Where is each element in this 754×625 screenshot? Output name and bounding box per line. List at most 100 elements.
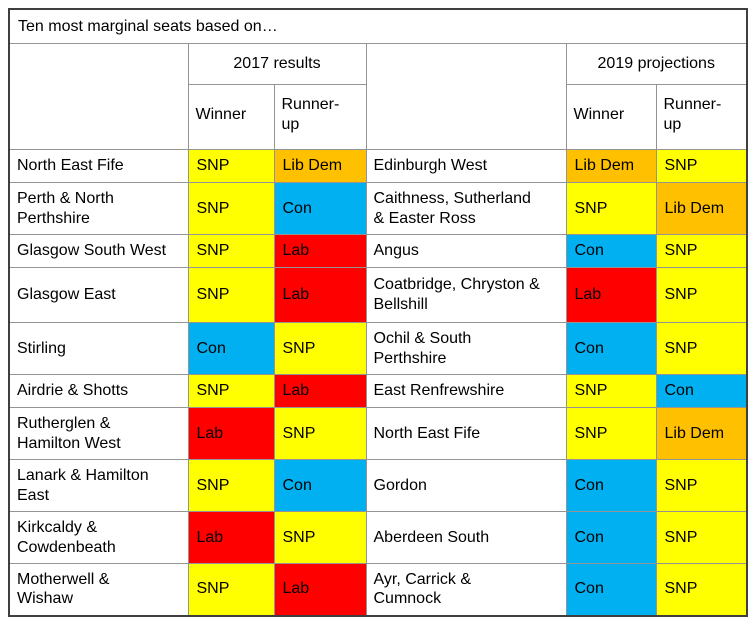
winner-2019-cell: SNP: [565, 407, 657, 460]
seat-2017-cell: Stirling: [8, 322, 189, 375]
party-label: Lib Dem: [282, 157, 343, 175]
seat-name: Coatbridge, Chryston & Bellshill: [373, 276, 540, 313]
seat-name: Ayr, Carrick & Cumnock: [373, 570, 472, 608]
party-label: Lab: [196, 424, 224, 442]
party-label: SNP: [196, 286, 230, 304]
party-label: SNP: [282, 424, 316, 442]
runner-up-2019-cell: SNP: [655, 267, 748, 323]
winner-2019-cell: Lib Dem: [565, 149, 657, 183]
seat-2019-cell: Ochil & South Perthshire: [365, 322, 567, 375]
party-label: SNP: [664, 476, 698, 494]
party-label: Lib Dem: [574, 157, 635, 175]
winner-2019-cell: Con: [565, 563, 657, 616]
seat-2017-cell: Perth & North Perthshire: [8, 182, 189, 235]
seat-name: Ochil & South Perthshire: [373, 329, 472, 367]
runner-up-2017-cell: Lab: [273, 563, 367, 616]
table-row: North East Fife SNP Lib Dem Edinburgh We…: [8, 149, 748, 183]
party-label: Lab: [574, 286, 602, 304]
seat-2017-cell: Motherwell & Wishaw: [8, 563, 189, 616]
runner-up-2019-cell: Lib Dem: [655, 407, 748, 460]
party-label: SNP: [196, 382, 230, 400]
party-label: SNP: [282, 339, 316, 357]
runner-up-2017-cell: Lab: [273, 234, 367, 268]
runner-up-2019-cell: SNP: [655, 563, 748, 616]
seat-2017-cell: Glasgow East: [8, 267, 189, 323]
runner-up-2019-cell: Lib Dem: [655, 182, 748, 235]
winner-2019-cell: SNP: [565, 374, 657, 408]
seat-2019-cell: Gordon: [365, 459, 567, 512]
runner-up-label: Runner-up: [663, 96, 722, 133]
runner-up-2017-cell: Con: [273, 459, 367, 512]
table-row: Glasgow East SNP Lab Coatbridge, Chrysto…: [8, 267, 748, 323]
party-label: Con: [574, 339, 604, 357]
winner-2019-cell: Con: [565, 322, 657, 375]
party-label: Lib Dem: [664, 424, 725, 442]
party-label: SNP: [196, 199, 230, 217]
runner-up-2017-cell: SNP: [273, 407, 367, 460]
runner-up-2019-cell: SNP: [655, 234, 748, 268]
marginal-seats-table: Ten most marginal seats based on… 2017 r…: [8, 8, 748, 617]
seat-name: Rutherglen & Hamilton West: [17, 414, 121, 452]
table-row: Airdrie & Shotts SNP Lab East Renfrewshi…: [8, 374, 748, 408]
party-label: SNP: [664, 242, 698, 260]
runner-up-2017-cell: Lab: [273, 267, 367, 323]
seat-name: Aberdeen South: [373, 528, 490, 546]
seat-name: Stirling: [17, 339, 66, 357]
seat-name: Airdrie & Shotts: [17, 382, 129, 400]
runner-up-2017-cell: Lib Dem: [273, 149, 367, 183]
blank-corner-2017: [8, 43, 189, 150]
seat-name: North East Fife: [373, 424, 481, 442]
winner-2019-cell: SNP: [565, 182, 657, 235]
seat-name: Caithness, Sutherland & Easter Ross: [373, 189, 531, 227]
party-label: Lab: [196, 528, 224, 546]
seat-2017-cell: Rutherglen & Hamilton West: [8, 407, 189, 460]
runner-up-2019-cell: SNP: [655, 322, 748, 375]
seat-name: Glasgow East: [17, 286, 116, 304]
winner-2019-cell: Con: [565, 511, 657, 564]
runner-up-label: Runner-up: [281, 96, 340, 133]
party-label: Con: [574, 580, 604, 598]
runner-up-2019-cell: Con: [655, 374, 748, 408]
party-label: SNP: [574, 199, 608, 217]
party-label: Con: [282, 199, 312, 217]
seat-name: East Renfrewshire: [373, 382, 505, 400]
header-2019-projections: 2019 projections: [565, 43, 748, 85]
seat-name: Angus: [373, 242, 419, 260]
seat-2019-cell: East Renfrewshire: [365, 374, 567, 408]
table-row: Rutherglen & Hamilton West Lab SNP North…: [8, 407, 748, 460]
table-row: Glasgow South West SNP Lab Angus Con SNP: [8, 234, 748, 268]
seat-name: Glasgow South West: [17, 242, 167, 260]
party-label: Con: [282, 476, 312, 494]
party-label: Lab: [282, 242, 310, 260]
seat-name: Lanark & Hamilton East: [17, 466, 149, 504]
party-label: SNP: [196, 476, 230, 494]
seat-name: North East Fife: [17, 157, 124, 175]
runner-up-2019-cell: SNP: [655, 511, 748, 564]
group-header-row: 2017 results 2019 projections: [8, 43, 748, 150]
winner-2017-cell: Lab: [187, 511, 275, 564]
seat-2019-cell: Edinburgh West: [365, 149, 567, 183]
party-label: Lab: [282, 286, 310, 304]
table-row: Perth & North Perthshire SNP Con Caithne…: [8, 182, 748, 235]
seat-name: Perth & North Perthshire: [17, 189, 114, 227]
seat-name: Motherwell & Wishaw: [17, 570, 110, 608]
party-label: SNP: [196, 580, 230, 598]
winner-label: Winner: [573, 106, 625, 124]
seat-2019-cell: Aberdeen South: [365, 511, 567, 564]
party-label: Con: [574, 242, 604, 260]
winner-2017-cell: SNP: [187, 149, 275, 183]
winner-2017-cell: SNP: [187, 234, 275, 268]
seat-2019-cell: Coatbridge, Chryston & Bellshill: [365, 267, 567, 323]
table-row: Kirkcaldy & Cowdenbeath Lab SNP Aberdeen…: [8, 511, 748, 564]
party-label: Lab: [282, 580, 310, 598]
seat-2017-cell: North East Fife: [8, 149, 189, 183]
winner-2017-cell: SNP: [187, 182, 275, 235]
seat-2017-cell: Kirkcaldy & Cowdenbeath: [8, 511, 189, 564]
runner-up-2019-cell: SNP: [655, 459, 748, 512]
table-row: Motherwell & Wishaw SNP Lab Ayr, Carrick…: [8, 563, 748, 616]
seat-name: Kirkcaldy & Cowdenbeath: [17, 518, 116, 556]
winner-2017-cell: SNP: [187, 459, 275, 512]
runner-up-2017-cell: Lab: [273, 374, 367, 408]
header-runner-up-2019: Runner-up: [655, 84, 748, 150]
